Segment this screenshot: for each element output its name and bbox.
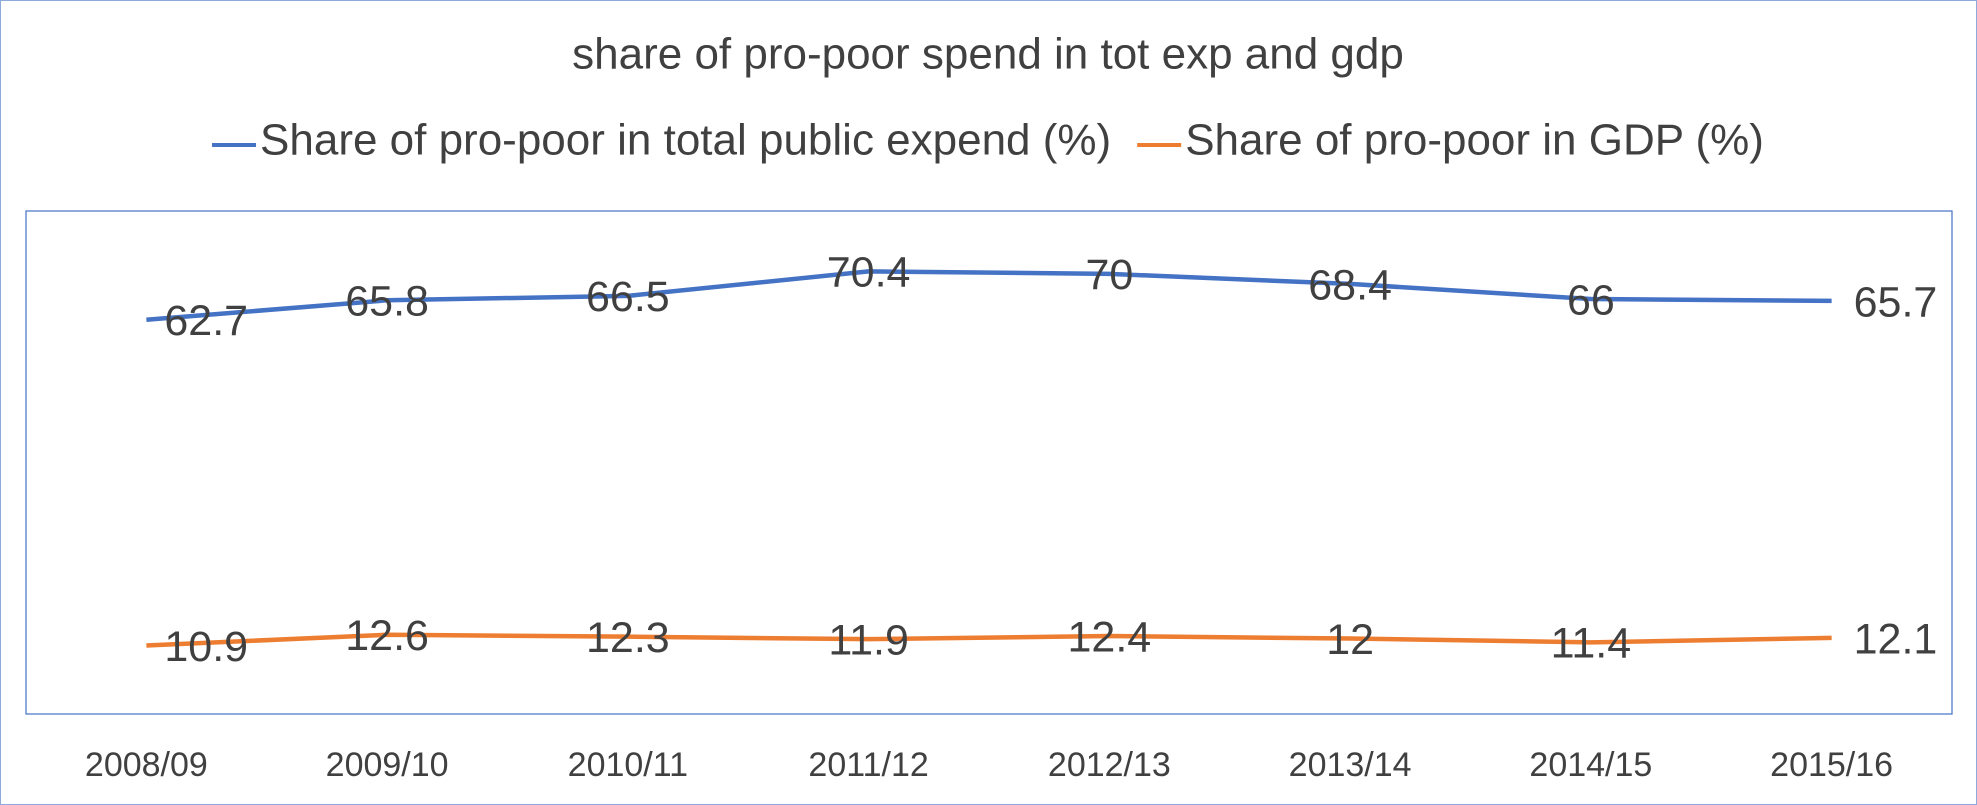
x-tick-label: 2010/11 (568, 746, 688, 784)
x-tick-label: 2014/15 (1529, 746, 1652, 784)
data-label: 11.4 (1551, 620, 1632, 668)
x-tick-label: 2009/10 (326, 746, 449, 784)
data-label: 70 (1085, 251, 1133, 299)
x-tick-label: 2013/14 (1289, 746, 1412, 784)
x-tick-label: 2015/16 (1770, 746, 1893, 784)
data-label: 62.7 (164, 297, 248, 345)
data-label: 11.9 (828, 617, 909, 665)
data-label: 70.4 (827, 249, 911, 297)
data-label: 66.5 (586, 273, 670, 321)
series-line (146, 269, 1832, 323)
data-label: 12.4 (1068, 613, 1152, 661)
x-tick-label: 2012/13 (1048, 746, 1171, 784)
plot-area (25, 210, 1953, 715)
legend-label: Share of pro-poor in GDP (%) (1185, 116, 1764, 165)
data-label: 12.6 (345, 612, 429, 660)
data-label: 66 (1567, 276, 1615, 324)
chart-title: share of pro-poor spend in tot exp and g… (572, 30, 1404, 79)
data-label: 12 (1326, 616, 1374, 664)
data-label: 65.8 (345, 278, 429, 326)
data-label: 10.9 (164, 623, 248, 671)
x-tick-label: 2011/12 (808, 746, 928, 784)
data-label: 68.4 (1308, 261, 1392, 309)
data-label: 12.1 (1854, 615, 1938, 663)
x-tick-label: 2008/09 (85, 746, 208, 784)
legend-label: Share of pro-poor in total public expend… (260, 116, 1111, 165)
series-line (146, 632, 1832, 648)
data-label: 12.3 (586, 614, 670, 662)
data-label: 65.7 (1854, 278, 1938, 326)
